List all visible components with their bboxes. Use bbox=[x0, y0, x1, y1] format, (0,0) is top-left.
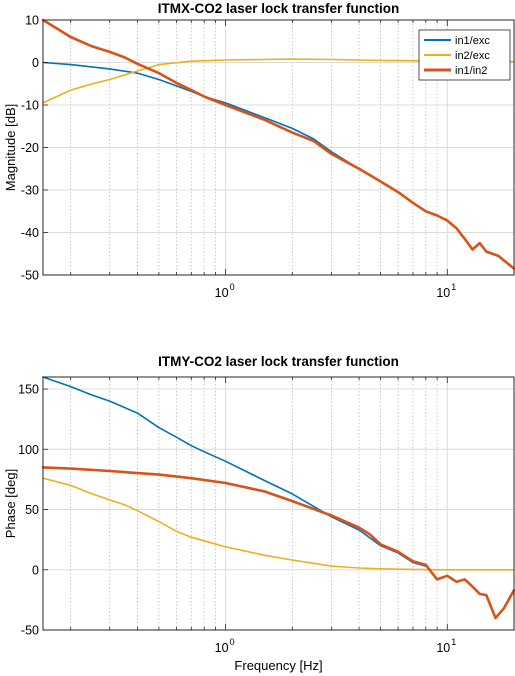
magnitude-xtick-label: 10 bbox=[215, 286, 229, 300]
phase-plot-frame bbox=[42, 376, 515, 631]
legend: in1/exc in2/exc in1/in2 bbox=[418, 29, 511, 81]
magnitude-plot-ylabel: Magnitude [dB] bbox=[3, 104, 18, 191]
phase-ytick-label: -50 bbox=[21, 624, 39, 638]
phase-ytick-label: 150 bbox=[18, 383, 39, 397]
legend-label-in1-exc: in1/exc bbox=[455, 35, 490, 47]
magnitude-series-in2-exc bbox=[42, 58, 515, 104]
phase-xtick-label: 10 bbox=[436, 641, 450, 655]
phase-series-in1-in2 bbox=[41, 466, 515, 620]
magnitude-ytick-label: -10 bbox=[21, 99, 39, 113]
phase-plot-title: ITMY-CO2 laser lock transfer function bbox=[158, 354, 399, 369]
phase-xtick-label: 10 bbox=[215, 641, 229, 655]
phase-ytick-label: 0 bbox=[32, 563, 39, 577]
magnitude-xtick-label: 10 bbox=[436, 286, 450, 300]
legend-label-in2-exc: in2/exc bbox=[455, 50, 490, 62]
phase-ytick-label: 50 bbox=[25, 503, 39, 517]
phase-plot-xlabel: Frequency [Hz] bbox=[234, 658, 322, 673]
magnitude-plot-title: ITMX-CO2 laser lock transfer function bbox=[158, 1, 400, 16]
magnitude-series-in1-in2 bbox=[41, 18, 515, 270]
magnitude-ytick-label: -40 bbox=[21, 226, 39, 240]
magnitude-ytick-label: 0 bbox=[32, 56, 39, 70]
phase-ytick-label: 100 bbox=[18, 443, 39, 457]
phase-plot-area bbox=[43, 377, 514, 630]
phase-xtick-exponent: 0 bbox=[230, 637, 235, 647]
phase-series-in2-exc bbox=[42, 477, 515, 571]
phase-plot-ylabel: Phase [deg] bbox=[3, 469, 18, 538]
magnitude-xtick-exponent: 1 bbox=[451, 282, 456, 292]
magnitude-ytick-label: -20 bbox=[21, 141, 39, 155]
magnitude-xtick-exponent: 0 bbox=[230, 282, 235, 292]
magnitude-ytick-label: 10 bbox=[25, 14, 39, 28]
magnitude-ytick-label: -30 bbox=[21, 184, 39, 198]
phase-xtick-exponent: 1 bbox=[451, 637, 456, 647]
legend-label-in1-in2: in1/in2 bbox=[455, 65, 487, 77]
magnitude-ytick-label: -50 bbox=[21, 269, 39, 283]
